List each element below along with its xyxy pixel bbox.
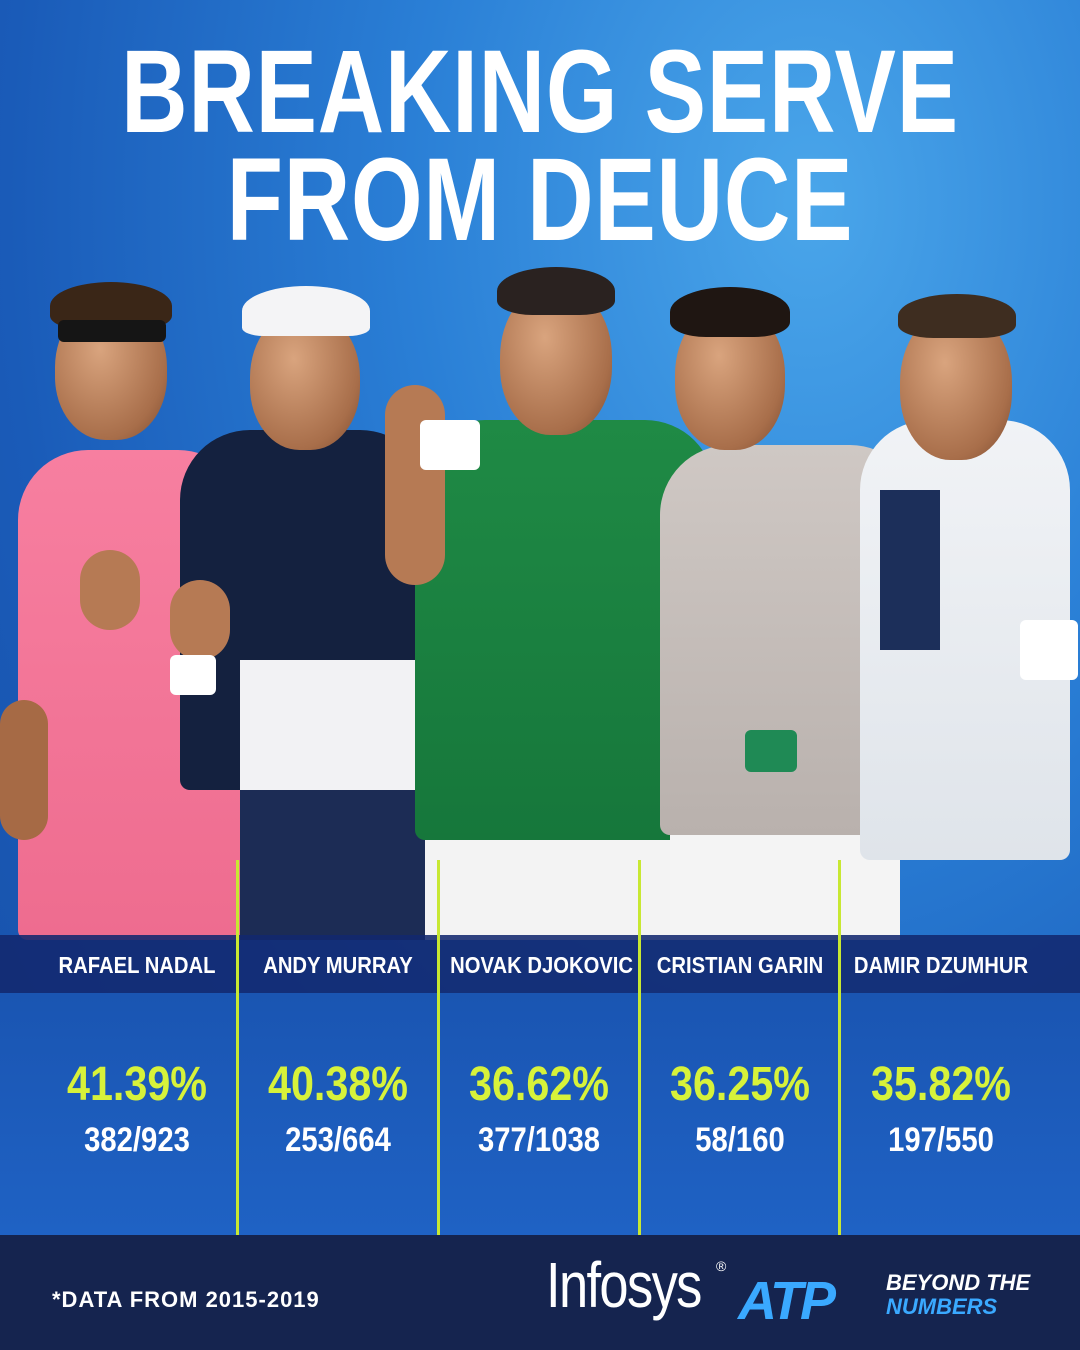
player-names-bar [0, 935, 1080, 993]
player-name: NOVAK DJOKOVIC [450, 952, 634, 978]
headline-line-1: BREAKING SERVE [121, 26, 959, 158]
column-divider [437, 860, 440, 1235]
break-percentage: 41.39% [66, 1058, 207, 1111]
break-percentage: 36.62% [468, 1058, 609, 1111]
player-photo-murray [170, 280, 440, 940]
break-ratio: 377/1038 [478, 1121, 600, 1159]
infosys-logo: Infosys [546, 1249, 702, 1321]
headline-line-2: FROM DEUCE [226, 134, 854, 266]
break-ratio: 253/664 [285, 1121, 391, 1159]
player-stat-column: RAFAEL NADAL 41.39% 382/923 [36, 935, 238, 1235]
break-ratio: 197/550 [888, 1121, 994, 1159]
player-name: CRISTIAN GARIN [656, 952, 824, 978]
stats-panel [0, 993, 1080, 1235]
break-percentage: 36.25% [669, 1058, 810, 1111]
footer-bar [0, 1235, 1080, 1350]
beyond-the-numbers-logo-bottom: NUMBERS [886, 1294, 998, 1319]
registered-mark: ® [716, 1258, 727, 1274]
headline: BREAKING SERVE FROM DEUCE [119, 26, 961, 266]
column-divider [838, 860, 841, 1235]
break-ratio: 58/160 [695, 1121, 785, 1159]
break-ratio: 382/923 [84, 1121, 190, 1159]
beyond-the-numbers-logo-top: BEYOND THE [886, 1270, 1031, 1295]
player-stat-column: ANDY MURRAY 40.38% 253/664 [237, 935, 439, 1235]
break-percentage: 35.82% [870, 1058, 1011, 1111]
player-stat-column: DAMIR DZUMHUR 35.82% 197/550 [840, 935, 1042, 1235]
player-photo-dzumhur [860, 290, 1080, 940]
player-stat-column: CRISTIAN GARIN 36.25% 58/160 [639, 935, 841, 1235]
atp-logo: ATP [738, 1271, 836, 1331]
break-percentage: 40.38% [267, 1058, 408, 1111]
data-source-note: *DATA FROM 2015-2019 [52, 1287, 320, 1312]
column-divider [236, 860, 239, 1235]
player-stat-column: NOVAK DJOKOVIC 36.62% 377/1038 [438, 935, 640, 1235]
player-name: RAFAEL NADAL [58, 952, 216, 978]
player-name: ANDY MURRAY [263, 952, 413, 978]
player-name: DAMIR DZUMHUR [853, 952, 1029, 978]
column-divider [638, 860, 641, 1235]
